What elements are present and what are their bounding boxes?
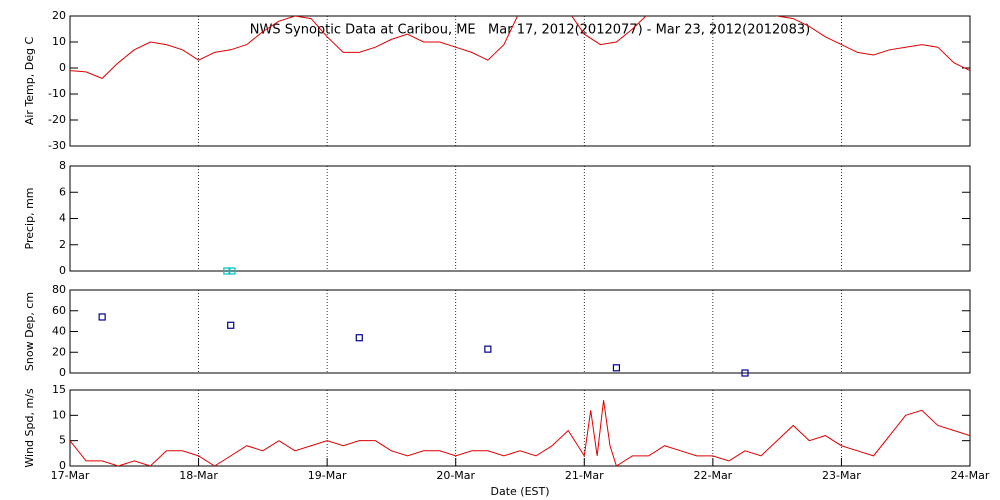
line [70, 400, 970, 466]
y-tick-label: 4 [59, 212, 66, 225]
plot-frame [69, 165, 971, 272]
y-tick-label: 0 [59, 264, 66, 277]
point [741, 369, 749, 377]
point [228, 267, 236, 275]
x-axis-label: Date (EST) [490, 485, 549, 498]
plot-area [70, 16, 970, 79]
plot-frame [69, 15, 971, 147]
y-axis-label: Wind Spd, m/s [23, 388, 36, 468]
point [612, 364, 621, 372]
x-tick-label: 21-Mar [565, 469, 604, 482]
y-axis-label: Air Temp, Deg C [23, 37, 36, 126]
y-tick-label: 10 [52, 408, 66, 421]
chart-title: NWS Synoptic Data at Caribou, ME Mar 17,… [250, 23, 810, 38]
y-tick-label: 15 [52, 383, 66, 396]
x-tick-label: 19-Mar [308, 469, 347, 482]
y-tick-label: 20 [52, 9, 66, 22]
y-tick-label: 0 [59, 459, 66, 472]
plot-area [70, 400, 970, 466]
y-axis-label: Snow Dep, cm [23, 292, 36, 371]
plot-frame [69, 389, 971, 467]
y-tick-label: 80 [52, 283, 66, 296]
point [227, 321, 235, 329]
point [355, 334, 363, 342]
y-tick-label: 40 [52, 325, 66, 338]
y-tick-label: 5 [59, 434, 66, 447]
y-tick-label: 10 [52, 35, 66, 48]
y-tick-label: 6 [59, 185, 66, 198]
point [98, 313, 106, 321]
y-tick-label: -30 [48, 139, 66, 152]
y-tick-label: 60 [52, 304, 66, 317]
x-tick-label: 22-Mar [693, 469, 732, 482]
point [223, 267, 231, 275]
y-tick-label: -10 [48, 87, 66, 100]
plot-frame [69, 289, 971, 374]
x-tick-label: 17-Mar [51, 469, 90, 482]
x-tick-label: 23-Mar [822, 469, 861, 482]
line [70, 16, 970, 79]
y-axis-label: Precip, mm [23, 188, 36, 250]
y-tick-label: 20 [52, 345, 66, 358]
x-tick-label: 20-Mar [436, 469, 475, 482]
x-tick-label: 18-Mar [179, 469, 218, 482]
x-tick-label: 24-Mar [951, 469, 990, 482]
y-tick-label: 0 [59, 366, 66, 379]
y-tick-label: -20 [48, 113, 66, 126]
y-tick-label: 8 [59, 159, 66, 172]
point [484, 345, 492, 353]
y-tick-label: 2 [59, 238, 66, 251]
y-tick-label: 0 [59, 61, 66, 74]
